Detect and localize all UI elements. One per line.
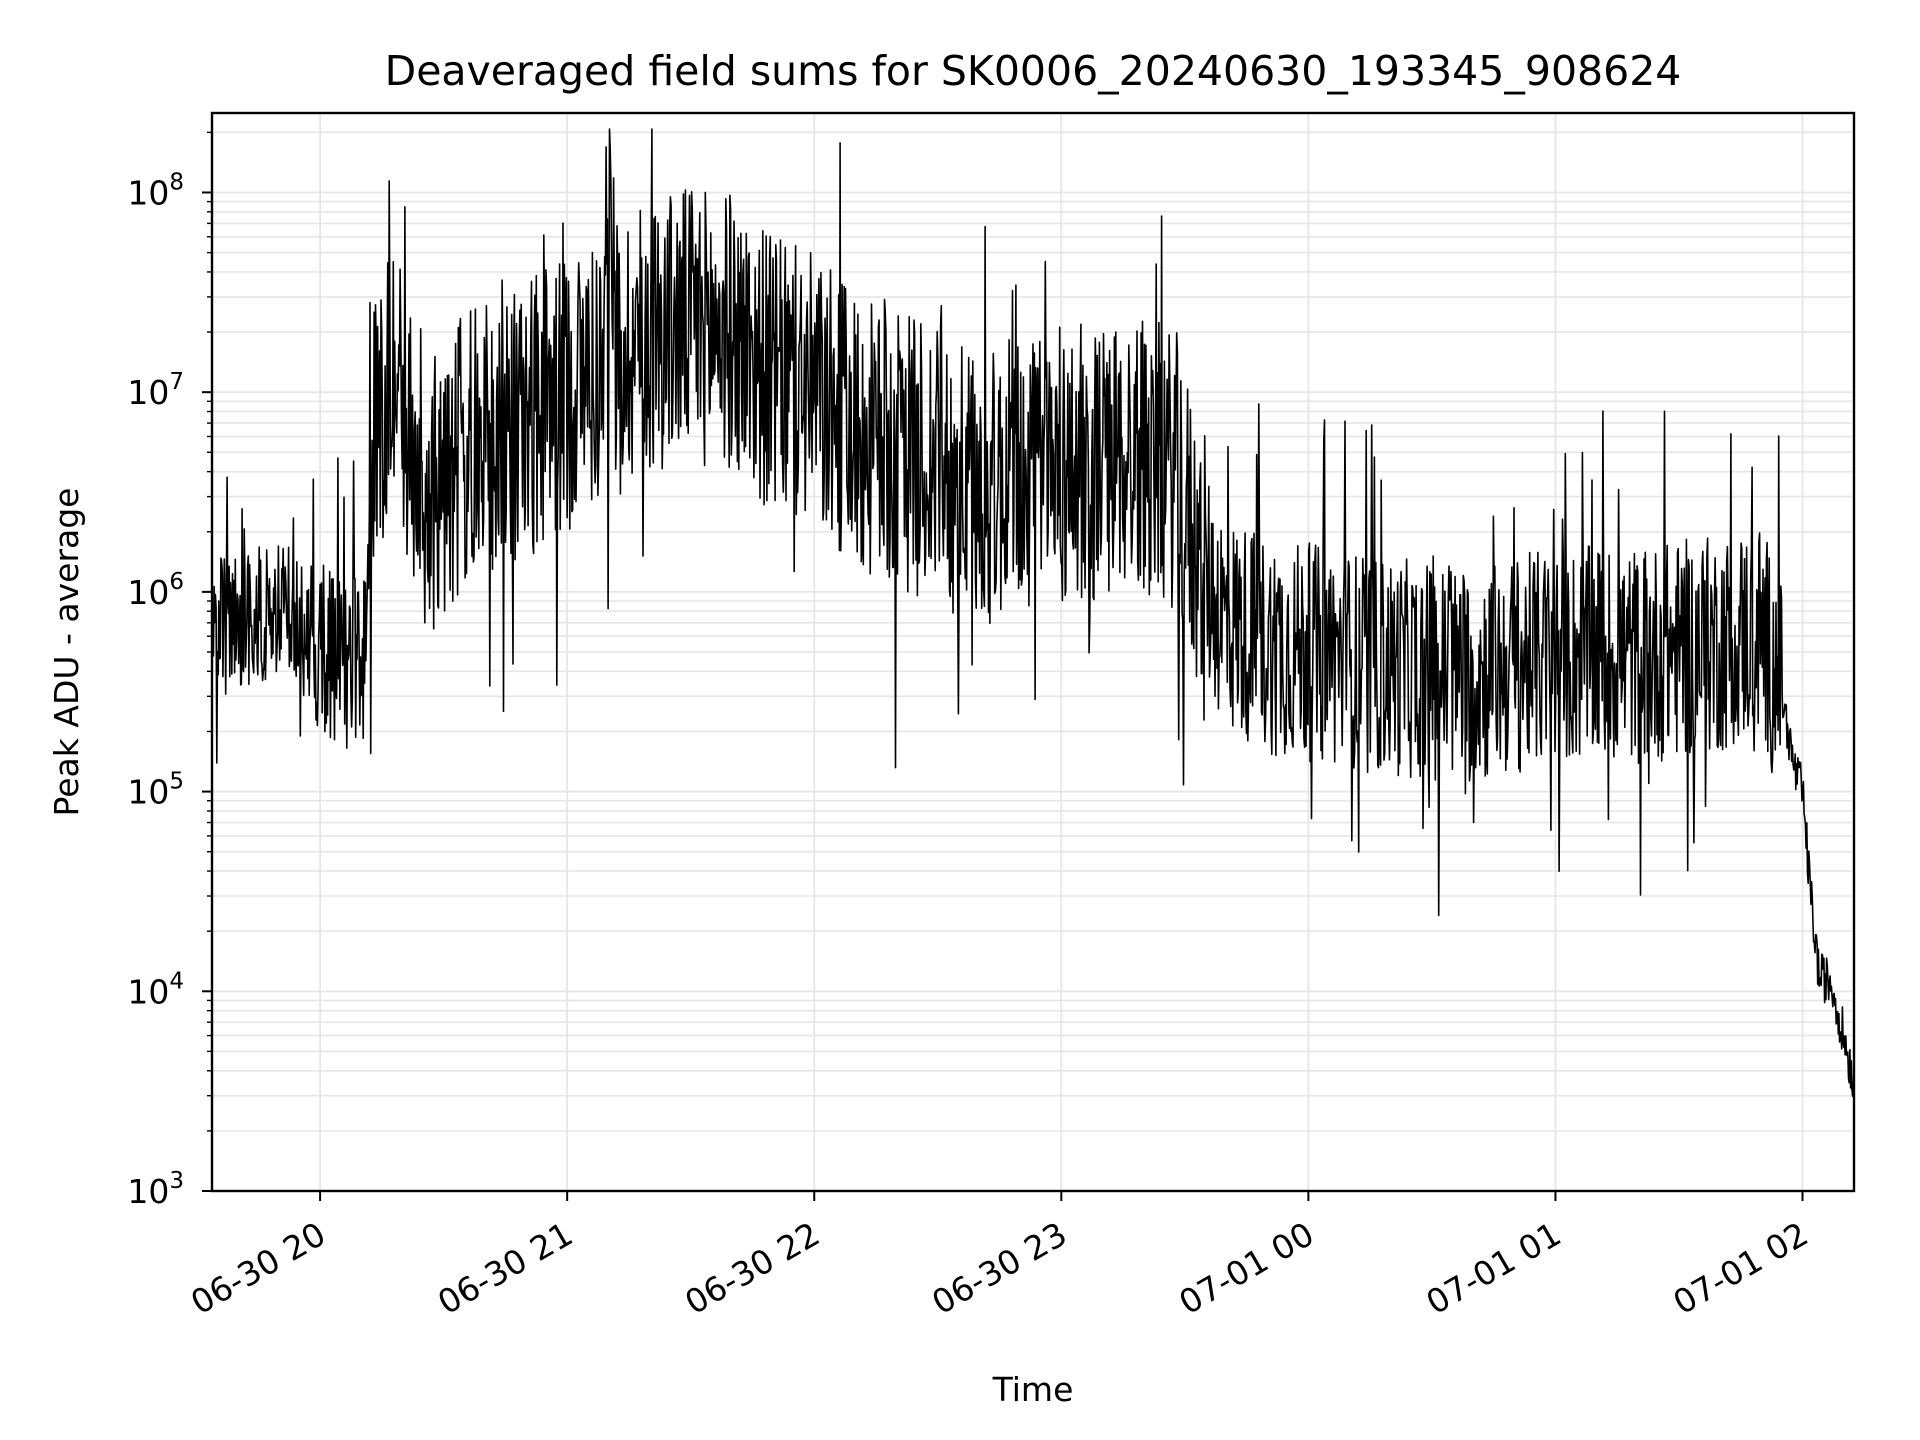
x-axis-label: Time: [992, 1370, 1074, 1409]
y-tick-label: 104: [127, 968, 184, 1011]
y-tick-exponent: 5: [169, 769, 184, 795]
y-tick-exponent: 6: [169, 569, 184, 595]
y-tick-base: 10: [127, 173, 169, 212]
y-tick-label: 106: [127, 569, 184, 612]
y-tick-label: 108: [127, 169, 184, 212]
y-tick-base: 10: [127, 573, 169, 612]
y-tick-exponent: 7: [169, 369, 184, 395]
y-tick-base: 10: [127, 373, 169, 412]
y-tick-label: 105: [127, 769, 184, 812]
y-tick-label: 103: [127, 1168, 184, 1211]
y-tick-label: 107: [127, 369, 184, 412]
y-tick-exponent: 4: [169, 968, 184, 994]
y-tick-base: 10: [127, 972, 169, 1011]
y-tick-exponent: 8: [169, 169, 184, 195]
data-line-group: [211, 128, 1855, 1097]
y-tick-base: 10: [127, 773, 169, 812]
y-tick-exponent: 3: [169, 1168, 184, 1194]
chart-title: Deaveraged field sums for SK0006_2024063…: [385, 47, 1682, 95]
y-tick-base: 10: [127, 1172, 169, 1211]
y-axis-label: Peak ADU - average: [47, 488, 86, 817]
series-line: [211, 128, 1855, 1097]
